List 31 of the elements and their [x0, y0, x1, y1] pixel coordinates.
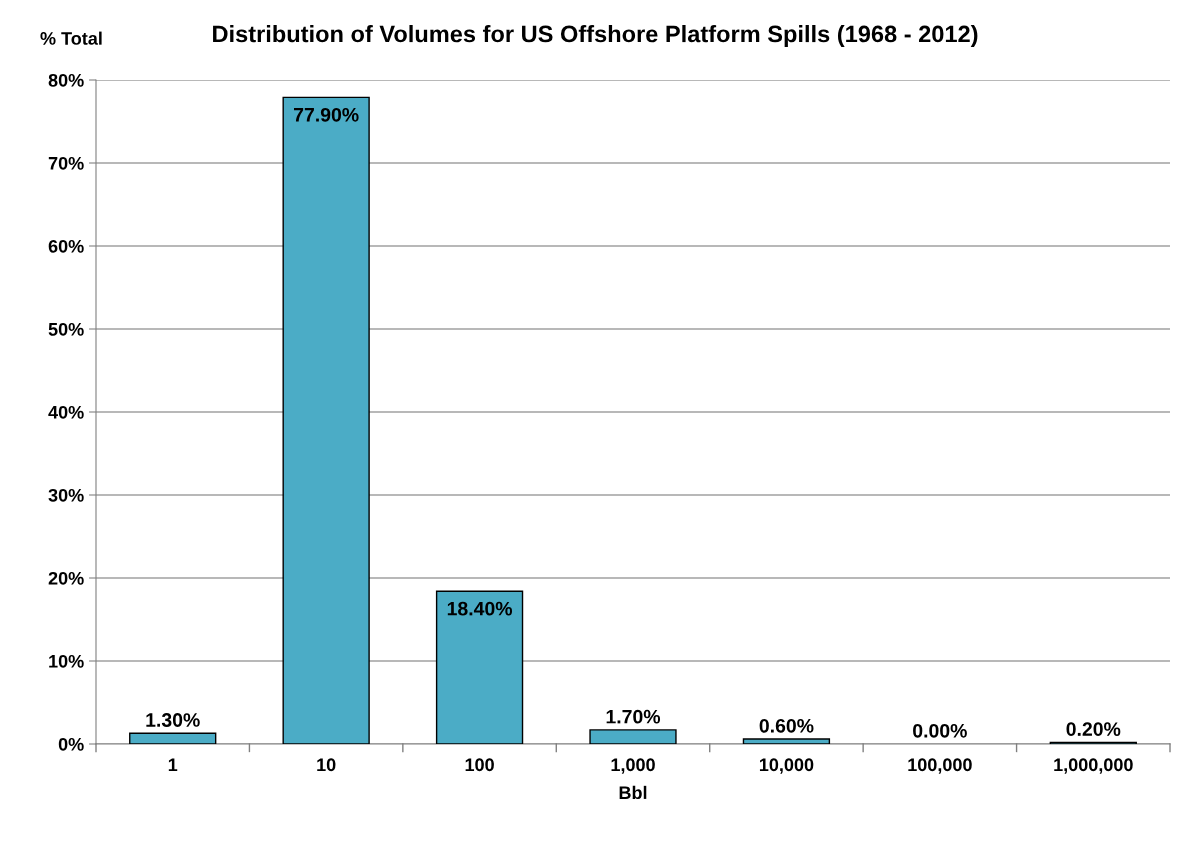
data-label: 0.20% [1066, 722, 1121, 737]
bar [742, 738, 831, 744]
y-tick-label: 20% [48, 571, 84, 585]
data-label: 1.30% [146, 713, 200, 727]
y-tick-label: 70% [48, 156, 84, 170]
x-tick-label: 1,000 [611, 758, 655, 774]
x-tick-label: 100,000 [908, 758, 972, 774]
data-label: 0.00% [913, 723, 967, 738]
y-tick-label: 60% [48, 239, 84, 253]
y-axis-title: % Total [40, 31, 102, 45]
y-tick-label: 40% [48, 405, 84, 419]
data-label: 1.70% [606, 709, 661, 724]
y-tick-label: 10% [49, 654, 84, 668]
y-tick-label: 30% [48, 488, 84, 502]
y-tick-label: 80% [48, 73, 84, 87]
chart-title: Distribution of Volumes for US Offshore Platform Spills (1968 - 2012) [213, 25, 978, 47]
data-label: 0.60% [759, 718, 814, 733]
bar [129, 732, 217, 744]
x-tick-label: 10,000 [759, 758, 814, 774]
bar [435, 590, 524, 744]
x-tick-label: 10 [317, 758, 336, 772]
y-tick-label: 50% [48, 322, 84, 336]
x-tick-label: 1 [168, 758, 178, 771]
bar [589, 729, 677, 744]
y-tick-label: 0% [58, 737, 84, 751]
data-label: 77.90% [294, 107, 359, 122]
data-label: 18.40% [447, 601, 513, 616]
bar [282, 96, 370, 744]
x-tick-label: 1,000,000 [1054, 758, 1133, 774]
x-axis-title: Bbl [619, 785, 647, 800]
x-tick-label: 100 [465, 758, 494, 772]
